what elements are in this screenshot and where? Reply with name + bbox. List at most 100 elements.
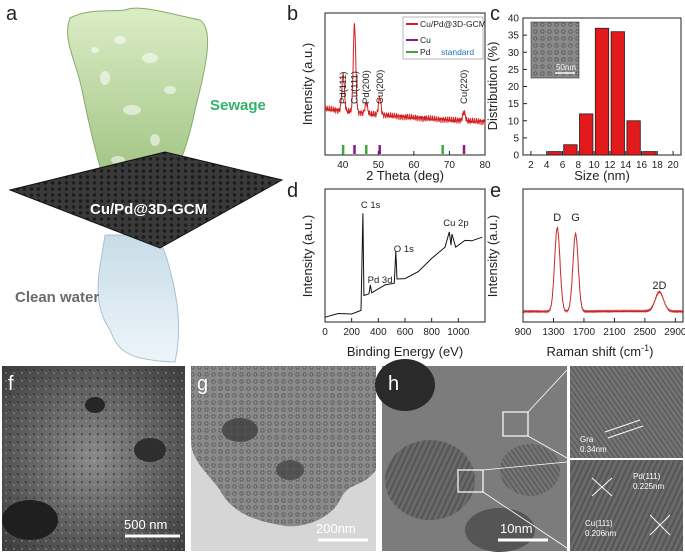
raman-spectrum-line [522,225,684,314]
x-tick-label-c: 12 [604,160,616,171]
sewage-funnel [67,7,209,201]
y-tick-label-c: 25 [508,65,520,76]
x-tick-label-c: 18 [652,160,664,171]
panel-label-g: g [197,373,208,395]
x-tick-label-e: 1700 [573,327,596,338]
peak-label-e: 2D [652,280,666,292]
roi-1-connector-top [527,369,568,413]
y-tick-label-c: 40 [508,14,520,25]
x-tick-label-d: 1000 [447,327,470,338]
hrtem-roi-2 [457,469,484,493]
panel-e: e 900 1300 1700 2100 2500 2900 D G 2D Raman shi… [485,180,685,359]
clean-water-column [97,234,180,363]
y-axis-label-d: Intensity (a.u.) [300,215,315,297]
x-axis-label-c: Size (nm) [574,168,630,183]
peak-label-b: Pd(200) [361,70,372,104]
roi-1-connector-bottom [527,435,568,459]
x-tick-label-b: 70 [444,160,456,171]
x-tick-label-d: 400 [370,327,387,338]
roi-2-connector-bottom [482,491,568,549]
y-tick-label-c: 15 [508,99,520,110]
legend-item-pd: Pd [420,47,431,57]
panel-f: f 500 nm [2,366,185,551]
x-tick-label-c: 20 [668,160,680,171]
panel-label-a: a [6,3,18,25]
roi-2-connector-top [482,461,568,471]
panel-a: a Sewage Cu/Pd@3D-GCM Clean water [6,3,284,363]
peak-label-d: Pd 3d [368,275,393,286]
panel-label-d: d [287,180,298,202]
peak-label-d: C 1s [361,200,381,211]
sem-pore-2 [134,438,166,462]
peak-label-b: Cu(220) [459,70,470,104]
y-axis-label-e: Intensity (a.u.) [485,215,500,297]
graphene-label: Gra [580,435,594,444]
x-axis-label-b: 2 Theta (deg) [366,168,444,183]
y-tick-label-c: 5 [513,133,519,144]
tem-dark-region-2 [276,460,304,480]
x-tick-label-d: 200 [343,327,360,338]
x-tick-label-e: 900 [515,327,532,338]
scale-label-g: 200nm [316,521,356,536]
legend-item-composite: Cu/Pd@3D-GCM [420,19,486,29]
panel-d: d 0 200 400 600 800 1000 C 1s Pd 3d O 1s Cu 2p B… [287,180,486,359]
graphene-fringe-marker-2 [607,425,644,439]
panel-label-c: c [490,3,500,25]
material-label: Cu/Pd@3D-GCM [90,201,207,218]
legend-b: Cu/Pd@3D-GCM Cu Pd standard [402,16,486,60]
x-tick-label-e: 1300 [542,327,565,338]
histogram-bar [626,120,641,156]
x-axis-label-e-end: ) [649,344,653,359]
peak-label-d: Cu 2p [443,218,468,229]
panel-label-e: e [490,180,501,202]
x-tick-label-b: 40 [337,160,349,171]
x-tick-label-e: 2900 [664,327,685,338]
x-tick-label-d: 800 [423,327,440,338]
x-tick-label-d: 600 [397,327,414,338]
histogram-bar [610,31,625,156]
hrtem-zoom-graphene [570,366,683,458]
inset-scale-label: 50nm [556,63,576,72]
peak-labels-e: D G 2D [553,212,666,292]
y-tick-label-c: 20 [508,82,520,93]
sem-pore-1 [85,397,105,413]
x-tick-label-b: 80 [479,160,491,171]
scale-label-f: 500 nm [124,517,167,532]
peak-label-d: O 1s [394,244,414,255]
pd-fringe-marker-2 [591,477,613,497]
histogram-bar [579,113,594,156]
xps-survey-line [324,213,483,318]
x-tick-label-e: 2500 [634,327,657,338]
x-tick-label-c: 8 [576,160,582,171]
histogram-bar [642,151,657,156]
hrtem-particle-2 [385,440,475,520]
x-tick-label-c: 6 [560,160,566,171]
clean-water-label: Clean water [15,289,99,306]
x-axis-label-d: Binding Energy (eV) [347,344,463,359]
scale-label-h: 10nm [500,521,533,536]
x-ticks-c: 2 4 6 8 10 12 14 16 18 20 [528,151,679,171]
x-ticks-d: 0 200 400 600 800 1000 [322,318,470,338]
histogram-bar [563,144,578,156]
hrtem-roi-1 [502,411,529,437]
peak-labels-d: C 1s Pd 3d O 1s Cu 2p [361,200,469,286]
panel-label-h: h [388,373,399,395]
x-tick-label-d: 0 [322,327,328,338]
y-axis-label-c: Distribution (%) [485,42,500,131]
x-axis-label-e-sup: -1 [641,343,649,353]
graphene-spacing: 0.34nm [580,445,607,454]
panel-h: h 10nm Gra 0.34nm Pd(111) 0.225nm Cu(111… [375,359,683,552]
cu-spacing: 0.206nm [585,529,616,538]
cu-label: Cu(111) [585,519,613,528]
tem-porous-flake [191,366,376,527]
sem-pore-3 [2,500,58,540]
plot-frame-b [324,12,486,156]
x-tick-label-c: 10 [589,160,601,171]
peak-label-e: D [553,212,561,224]
peak-label-b: Cu(111) [350,71,361,104]
xrd-pattern-line [324,23,486,126]
legend-item-cu: Cu [420,35,431,45]
histogram-bars [547,27,657,156]
x-tick-label-e: 2100 [603,327,626,338]
